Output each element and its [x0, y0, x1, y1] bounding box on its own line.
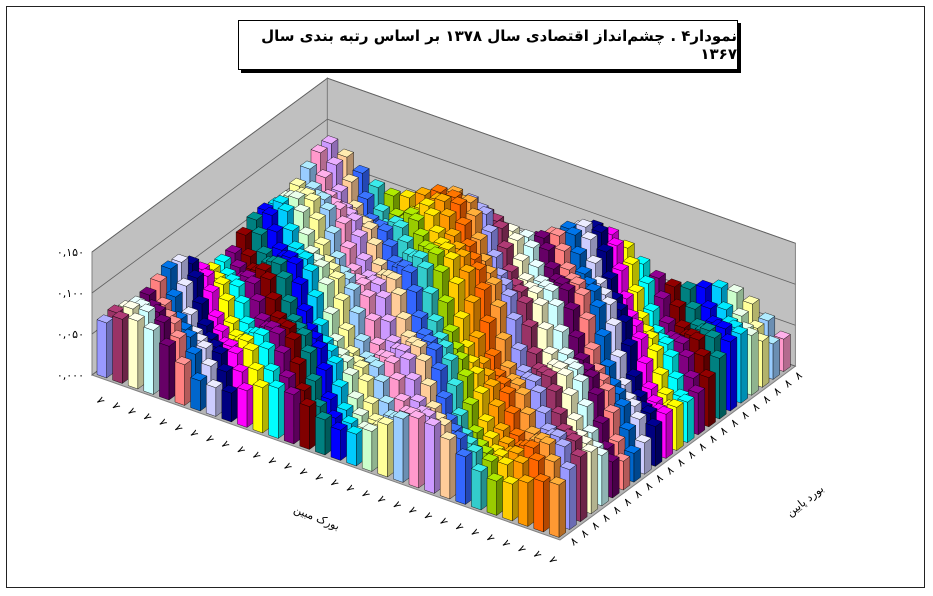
x-tick-label: ۷ [499, 538, 513, 550]
x-tick-label: ۷ [405, 505, 419, 517]
y-tick-label: ۸ [643, 479, 655, 493]
x-tick-label: ۷ [483, 532, 497, 544]
gridline [91, 77, 796, 253]
y-tick-label: ۸ [675, 455, 687, 469]
x-tick-label: ۷ [93, 395, 107, 407]
bar [236, 382, 255, 428]
x-tick-label: ۷ [296, 466, 310, 478]
bar [190, 372, 208, 412]
x-tick-label: ۷ [187, 428, 201, 440]
x-tick-label: ۷ [280, 461, 294, 473]
x-tick-label: ۷ [546, 554, 560, 566]
y-axis-title: بورد پایین [784, 482, 826, 519]
z-tick-label: ۰,۰۰۰ [57, 369, 84, 382]
bar [548, 476, 567, 538]
bar [392, 410, 411, 483]
bar [424, 417, 442, 494]
y-tick-label: ۸ [739, 408, 751, 422]
x-tick-label: ۷ [124, 406, 138, 418]
bar [174, 356, 192, 406]
bar [330, 421, 348, 461]
bar [377, 416, 395, 478]
x-tick-label: ۷ [265, 455, 279, 467]
bar [143, 321, 161, 395]
y-tick-label: ۸ [653, 471, 665, 485]
x-tick-label: ۷ [530, 549, 544, 561]
y-tick-label: ۸ [696, 440, 708, 454]
bar [470, 463, 489, 511]
y-tick-label: ۸ [578, 527, 590, 541]
z-tick-label: ۰,۱۵۰ [57, 246, 84, 259]
y-tick-label: ۸ [664, 463, 676, 477]
x-tick-label: ۷ [109, 400, 123, 412]
bar [486, 472, 504, 516]
y-tick-label: ۸ [600, 511, 612, 525]
x-axis-title: بورک مبین [292, 503, 342, 533]
x-tick-label: ۷ [312, 472, 326, 484]
bar [502, 475, 520, 522]
bar [517, 474, 535, 527]
x-tick-label: ۷ [514, 543, 528, 555]
z-tick-label: ۰,۱۰۰ [57, 287, 84, 300]
bar [158, 337, 177, 401]
bar [314, 411, 333, 456]
gridline [91, 118, 796, 294]
bar [346, 425, 364, 467]
x-tick-label: ۷ [249, 450, 263, 462]
x-tick-label: ۷ [140, 411, 154, 423]
z-tick-label: ۰,۰۵۰ [57, 328, 84, 341]
x-tick-label: ۷ [358, 488, 372, 500]
y-tick-label: ۸ [568, 534, 580, 548]
y-tick-label: ۸ [728, 416, 740, 430]
x-tick-label: ۷ [171, 422, 185, 434]
chart-title-box: نمودار۴ . چشم‌انداز اقتصادی سال ۱۳۷۸ بر … [238, 20, 738, 70]
y-tick-label: ۸ [782, 376, 794, 390]
bar [455, 448, 473, 505]
bar [112, 310, 130, 384]
y-tick-label: ۸ [760, 392, 772, 406]
chart-bars [96, 135, 791, 538]
y-tick-label: ۸ [685, 448, 697, 462]
bar [299, 398, 317, 450]
y-tick-label: ۸ [750, 400, 762, 414]
x-tick-label: ۷ [156, 417, 170, 429]
x-tick-label: ۷ [343, 483, 357, 495]
bar [221, 384, 239, 423]
y-tick-label: ۸ [589, 519, 601, 533]
x-tick-label: ۷ [218, 439, 232, 451]
x-tick-label: ۷ [468, 527, 482, 539]
bar [533, 473, 551, 533]
bar [361, 423, 379, 472]
bar [252, 379, 270, 434]
x-tick-label: ۷ [452, 521, 466, 533]
x-tick-label: ۷ [327, 477, 341, 489]
y-tick-label: ۸ [632, 487, 644, 501]
chart-title: نمودار۴ . چشم‌انداز اقتصادی سال ۱۳۷۸ بر … [261, 27, 737, 63]
bar [127, 312, 145, 390]
x-tick-label: ۷ [390, 499, 404, 511]
y-tick-label: ۸ [771, 384, 783, 398]
x-tick-label: ۷ [202, 433, 216, 445]
y-tick-label: ۸ [610, 503, 622, 517]
bar [96, 314, 114, 379]
bar [268, 379, 286, 439]
bar [205, 379, 223, 417]
z-axis-ticks: ۰,۰۰۰ ۰,۰۵۰ ۰,۱۰۰ ۰,۱۵۰ [57, 246, 84, 382]
x-tick-label: ۷ [421, 510, 435, 522]
bar [283, 386, 301, 445]
x-tick-label: ۷ [234, 444, 248, 456]
x-tick-label: ۷ [374, 494, 388, 506]
bar [439, 431, 457, 500]
y-tick-label: ۸ [621, 495, 633, 509]
bar [408, 410, 426, 489]
x-tick-label: ۷ [436, 516, 450, 528]
y-tick-label: ۸ [792, 369, 804, 383]
y-tick-label: ۸ [717, 424, 729, 438]
y-tick-label: ۸ [707, 432, 719, 446]
